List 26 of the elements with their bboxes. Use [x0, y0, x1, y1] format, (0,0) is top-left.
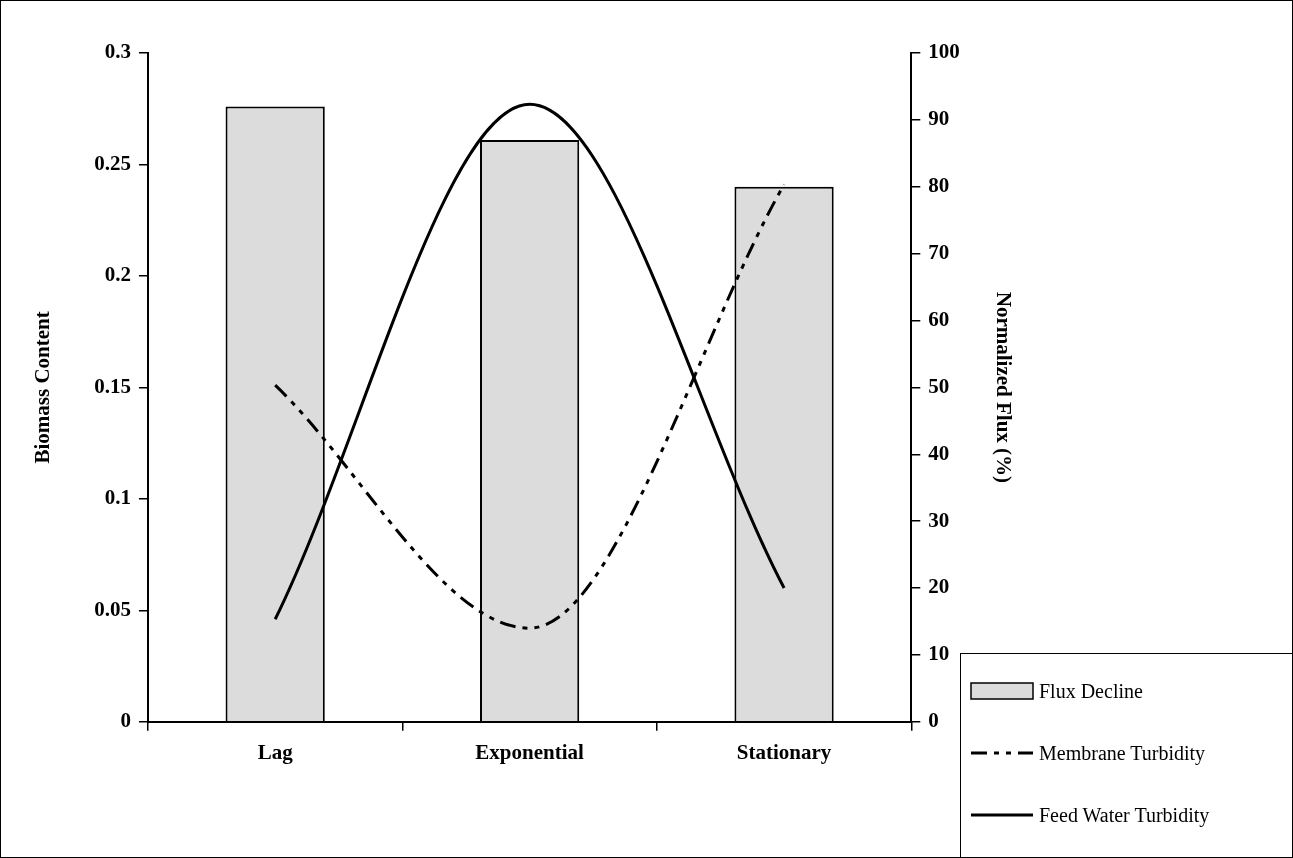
x-tick-label: Stationary — [736, 739, 832, 764]
y2-tick-label: 80 — [928, 173, 950, 198]
x-tick-label: Exponential — [475, 739, 585, 764]
y-axis-title: Biomass Content — [30, 311, 55, 464]
y-tick-label: 0.3 — [104, 39, 131, 64]
y2-tick-label: 90 — [928, 106, 950, 131]
y2-tick-label: 100 — [928, 39, 960, 64]
y2-tick-label: 70 — [928, 240, 950, 265]
x-tick-label: Lag — [257, 739, 294, 764]
y2-tick-label: 30 — [928, 507, 950, 532]
y-tick-label: 0.15 — [94, 373, 131, 398]
y2-tick-label: 40 — [928, 440, 950, 465]
y-tick-label: 0.05 — [94, 596, 131, 621]
y2-tick-label: 20 — [928, 574, 950, 599]
y2-tick-label: 60 — [928, 306, 950, 331]
y-tick-label: 0.2 — [104, 262, 131, 287]
y2-tick-label: 10 — [928, 641, 950, 666]
legend-label: Flux Decline — [1039, 679, 1143, 703]
y2-tick-label: 50 — [928, 373, 950, 398]
legend-label: Feed Water Turbidity — [1039, 803, 1210, 827]
legend-label: Membrane Turbidity — [1039, 741, 1206, 765]
y-tick-label: 0.25 — [94, 150, 131, 175]
y2-tick-label: 0 — [928, 708, 939, 733]
y-tick-label: 0.1 — [104, 485, 131, 510]
y-tick-label: 0 — [120, 708, 131, 733]
y2-axis-title: Normalized Flux (%) — [991, 291, 1016, 484]
